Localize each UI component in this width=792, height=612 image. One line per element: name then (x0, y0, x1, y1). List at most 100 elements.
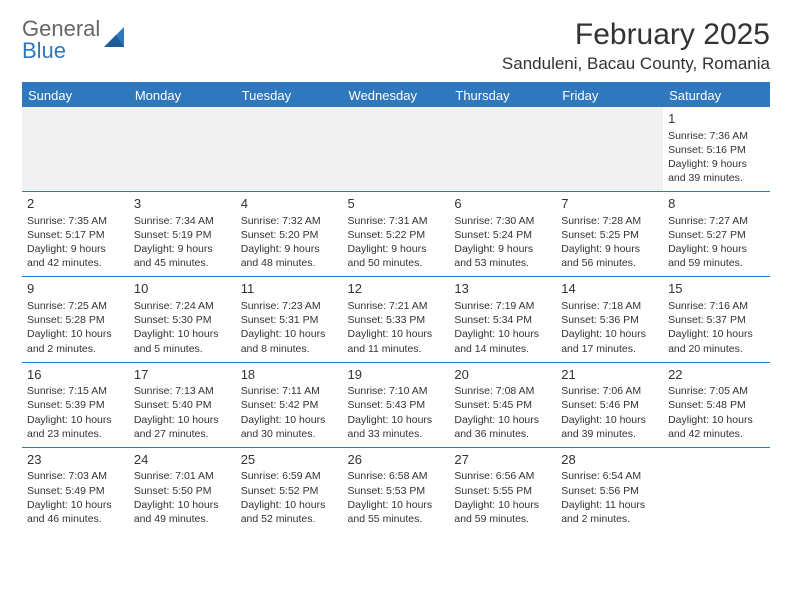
sunrise-text: Sunrise: 7:16 AM (668, 299, 765, 313)
sunset-text: Sunset: 5:46 PM (561, 398, 658, 412)
day-number: 12 (348, 280, 445, 298)
day-number: 9 (27, 280, 124, 298)
sunrise-text: Sunrise: 6:58 AM (348, 469, 445, 483)
calendar-cell: 25Sunrise: 6:59 AMSunset: 5:52 PMDayligh… (236, 447, 343, 532)
weekday-header: Sunday (22, 84, 129, 107)
sunset-text: Sunset: 5:37 PM (668, 313, 765, 327)
weekday-header: Tuesday (236, 84, 343, 107)
calendar-cell: 12Sunrise: 7:21 AMSunset: 5:33 PMDayligh… (343, 277, 450, 362)
calendar-header-row: SundayMondayTuesdayWednesdayThursdayFrid… (22, 84, 770, 107)
calendar-cell: 6Sunrise: 7:30 AMSunset: 5:24 PMDaylight… (449, 192, 556, 277)
day-number: 4 (241, 195, 338, 213)
sunset-text: Sunset: 5:43 PM (348, 398, 445, 412)
calendar-body: 1Sunrise: 7:36 AMSunset: 5:16 PMDaylight… (22, 107, 770, 532)
sunset-text: Sunset: 5:48 PM (668, 398, 765, 412)
daylight-text: Daylight: 10 hours and 8 minutes. (241, 327, 338, 355)
day-number: 27 (454, 451, 551, 469)
daylight-text: Daylight: 9 hours and 56 minutes. (561, 242, 658, 270)
daylight-text: Daylight: 9 hours and 48 minutes. (241, 242, 338, 270)
calendar-cell: 9Sunrise: 7:25 AMSunset: 5:28 PMDaylight… (22, 277, 129, 362)
calendar-cell (236, 107, 343, 192)
daylight-text: Daylight: 10 hours and 14 minutes. (454, 327, 551, 355)
sunrise-text: Sunrise: 7:21 AM (348, 299, 445, 313)
weekday-header: Friday (556, 84, 663, 107)
calendar-cell: 2Sunrise: 7:35 AMSunset: 5:17 PMDaylight… (22, 192, 129, 277)
day-number: 6 (454, 195, 551, 213)
header: General Blue February 2025 Sanduleni, Ba… (22, 18, 770, 74)
calendar-cell: 15Sunrise: 7:16 AMSunset: 5:37 PMDayligh… (663, 277, 770, 362)
sunrise-text: Sunrise: 7:15 AM (27, 384, 124, 398)
sunset-text: Sunset: 5:25 PM (561, 228, 658, 242)
day-number: 20 (454, 366, 551, 384)
sunrise-text: Sunrise: 7:11 AM (241, 384, 338, 398)
sunset-text: Sunset: 5:16 PM (668, 143, 765, 157)
calendar-cell: 28Sunrise: 6:54 AMSunset: 5:56 PMDayligh… (556, 447, 663, 532)
calendar-cell: 18Sunrise: 7:11 AMSunset: 5:42 PMDayligh… (236, 362, 343, 447)
day-number: 18 (241, 366, 338, 384)
sunrise-text: Sunrise: 7:23 AM (241, 299, 338, 313)
calendar-cell: 27Sunrise: 6:56 AMSunset: 5:55 PMDayligh… (449, 447, 556, 532)
daylight-text: Daylight: 9 hours and 50 minutes. (348, 242, 445, 270)
sunset-text: Sunset: 5:33 PM (348, 313, 445, 327)
calendar-cell: 17Sunrise: 7:13 AMSunset: 5:40 PMDayligh… (129, 362, 236, 447)
daylight-text: Daylight: 10 hours and 49 minutes. (134, 498, 231, 526)
calendar-week-row: 23Sunrise: 7:03 AMSunset: 5:49 PMDayligh… (22, 447, 770, 532)
calendar-table: SundayMondayTuesdayWednesdayThursdayFrid… (22, 84, 770, 532)
daylight-text: Daylight: 9 hours and 42 minutes. (27, 242, 124, 270)
day-number: 25 (241, 451, 338, 469)
calendar-cell: 16Sunrise: 7:15 AMSunset: 5:39 PMDayligh… (22, 362, 129, 447)
calendar-cell: 4Sunrise: 7:32 AMSunset: 5:20 PMDaylight… (236, 192, 343, 277)
sail-icon (102, 25, 128, 55)
day-number: 2 (27, 195, 124, 213)
sunrise-text: Sunrise: 7:06 AM (561, 384, 658, 398)
sunrise-text: Sunrise: 6:54 AM (561, 469, 658, 483)
sunset-text: Sunset: 5:34 PM (454, 313, 551, 327)
brand-logo: General Blue (22, 18, 128, 62)
sunrise-text: Sunrise: 7:36 AM (668, 129, 765, 143)
sunset-text: Sunset: 5:39 PM (27, 398, 124, 412)
day-number: 7 (561, 195, 658, 213)
daylight-text: Daylight: 10 hours and 11 minutes. (348, 327, 445, 355)
calendar-cell: 11Sunrise: 7:23 AMSunset: 5:31 PMDayligh… (236, 277, 343, 362)
day-number: 22 (668, 366, 765, 384)
weekday-header: Wednesday (343, 84, 450, 107)
sunrise-text: Sunrise: 7:24 AM (134, 299, 231, 313)
sunset-text: Sunset: 5:27 PM (668, 228, 765, 242)
sunset-text: Sunset: 5:36 PM (561, 313, 658, 327)
calendar-cell: 8Sunrise: 7:27 AMSunset: 5:27 PMDaylight… (663, 192, 770, 277)
daylight-text: Daylight: 10 hours and 20 minutes. (668, 327, 765, 355)
daylight-text: Daylight: 10 hours and 23 minutes. (27, 413, 124, 441)
sunrise-text: Sunrise: 7:01 AM (134, 469, 231, 483)
sunset-text: Sunset: 5:22 PM (348, 228, 445, 242)
sunrise-text: Sunrise: 7:25 AM (27, 299, 124, 313)
weekday-header: Monday (129, 84, 236, 107)
day-number: 5 (348, 195, 445, 213)
daylight-text: Daylight: 9 hours and 53 minutes. (454, 242, 551, 270)
sunset-text: Sunset: 5:19 PM (134, 228, 231, 242)
day-number: 14 (561, 280, 658, 298)
daylight-text: Daylight: 10 hours and 2 minutes. (27, 327, 124, 355)
weekday-header: Thursday (449, 84, 556, 107)
daylight-text: Daylight: 10 hours and 55 minutes. (348, 498, 445, 526)
sunrise-text: Sunrise: 7:34 AM (134, 214, 231, 228)
day-number: 11 (241, 280, 338, 298)
calendar-cell (343, 107, 450, 192)
day-number: 21 (561, 366, 658, 384)
brand-part2: Blue (22, 38, 66, 63)
sunrise-text: Sunrise: 7:31 AM (348, 214, 445, 228)
sunrise-text: Sunrise: 7:28 AM (561, 214, 658, 228)
calendar-cell: 21Sunrise: 7:06 AMSunset: 5:46 PMDayligh… (556, 362, 663, 447)
calendar-cell: 19Sunrise: 7:10 AMSunset: 5:43 PMDayligh… (343, 362, 450, 447)
daylight-text: Daylight: 10 hours and 42 minutes. (668, 413, 765, 441)
calendar-cell: 3Sunrise: 7:34 AMSunset: 5:19 PMDaylight… (129, 192, 236, 277)
day-number: 28 (561, 451, 658, 469)
daylight-text: Daylight: 11 hours and 2 minutes. (561, 498, 658, 526)
daylight-text: Daylight: 10 hours and 27 minutes. (134, 413, 231, 441)
sunset-text: Sunset: 5:24 PM (454, 228, 551, 242)
calendar-cell: 24Sunrise: 7:01 AMSunset: 5:50 PMDayligh… (129, 447, 236, 532)
day-number: 15 (668, 280, 765, 298)
sunrise-text: Sunrise: 7:18 AM (561, 299, 658, 313)
day-number: 16 (27, 366, 124, 384)
sunset-text: Sunset: 5:20 PM (241, 228, 338, 242)
daylight-text: Daylight: 10 hours and 39 minutes. (561, 413, 658, 441)
